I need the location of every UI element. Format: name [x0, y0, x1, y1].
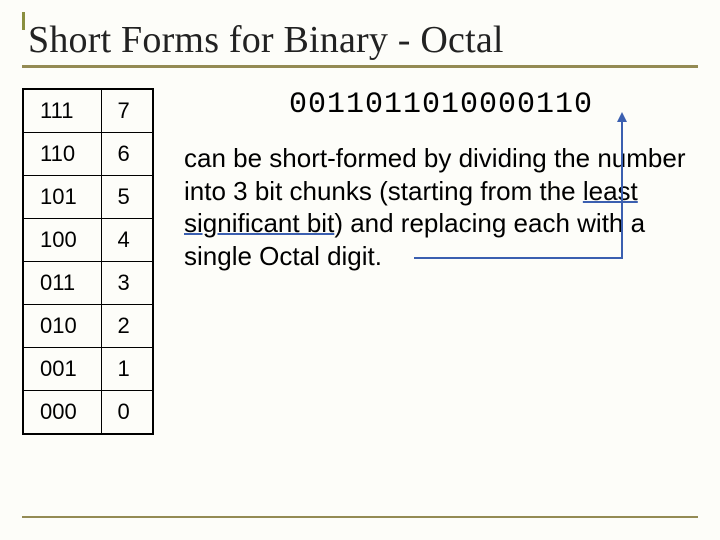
cell-octal: 7: [101, 89, 153, 133]
cell-binary: 010: [23, 305, 101, 348]
title-tick: [22, 12, 25, 30]
table-row: 010 2: [23, 305, 153, 348]
cell-octal: 3: [101, 262, 153, 305]
cell-binary: 100: [23, 219, 101, 262]
right-column: 0011011010000110 can be short-formed by …: [184, 88, 698, 272]
slide: Short Forms for Binary - Octal 111 7 110…: [0, 0, 720, 540]
table-row: 111 7: [23, 89, 153, 133]
content-row: 111 7 110 6 101 5 100 4 011 3: [22, 88, 698, 435]
cell-octal: 1: [101, 348, 153, 391]
explanation-text: can be short-formed by dividing the numb…: [184, 142, 698, 272]
cell-binary: 110: [23, 133, 101, 176]
cell-octal: 2: [101, 305, 153, 348]
title-underline: [22, 65, 698, 68]
table-row: 011 3: [23, 262, 153, 305]
table-row: 100 4: [23, 219, 153, 262]
cell-octal: 6: [101, 133, 153, 176]
cell-binary: 001: [23, 348, 101, 391]
conversion-table: 111 7 110 6 101 5 100 4 011 3: [22, 88, 154, 435]
cell-octal: 0: [101, 391, 153, 435]
table-row: 001 1: [23, 348, 153, 391]
table-row: 000 0: [23, 391, 153, 435]
page-title: Short Forms for Binary - Octal: [28, 12, 698, 62]
cell-binary: 011: [23, 262, 101, 305]
title-block: Short Forms for Binary - Octal: [22, 12, 698, 62]
footer-line: [22, 516, 698, 518]
cell-octal: 4: [101, 219, 153, 262]
table-row: 101 5: [23, 176, 153, 219]
cell-binary: 000: [23, 391, 101, 435]
binary-number: 0011011010000110: [184, 88, 698, 122]
cell-binary: 101: [23, 176, 101, 219]
cell-binary: 111: [23, 89, 101, 133]
cell-octal: 5: [101, 176, 153, 219]
table-row: 110 6: [23, 133, 153, 176]
